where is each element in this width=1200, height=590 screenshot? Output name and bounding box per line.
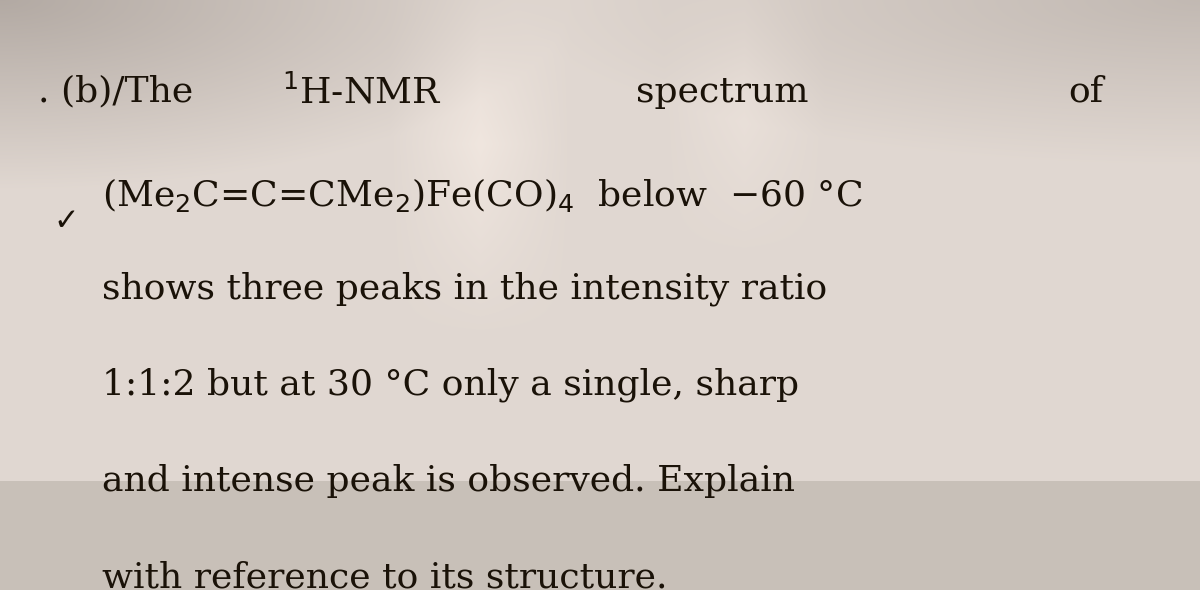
Text: shows three peaks in the intensity ratio: shows three peaks in the intensity ratio (102, 272, 827, 306)
Text: and intense peak is observed. Explain: and intense peak is observed. Explain (102, 464, 796, 498)
Text: 1:1:2 but at 30 °C only a single, sharp: 1:1:2 but at 30 °C only a single, sharp (102, 368, 799, 402)
Text: with reference to its structure.: with reference to its structure. (102, 560, 667, 590)
Text: . (b)/The: . (b)/The (38, 74, 193, 109)
Text: of: of (1068, 74, 1103, 109)
Text: $^{1}$H-NMR: $^{1}$H-NMR (282, 74, 442, 111)
Text: (Me$_{2}$C=C=CMe$_{2}$)Fe(CO)$_{4}$  below  −60 °C: (Me$_{2}$C=C=CMe$_{2}$)Fe(CO)$_{4}$ belo… (102, 176, 863, 214)
Text: ✓: ✓ (53, 207, 79, 236)
Text: spectrum: spectrum (636, 74, 809, 109)
